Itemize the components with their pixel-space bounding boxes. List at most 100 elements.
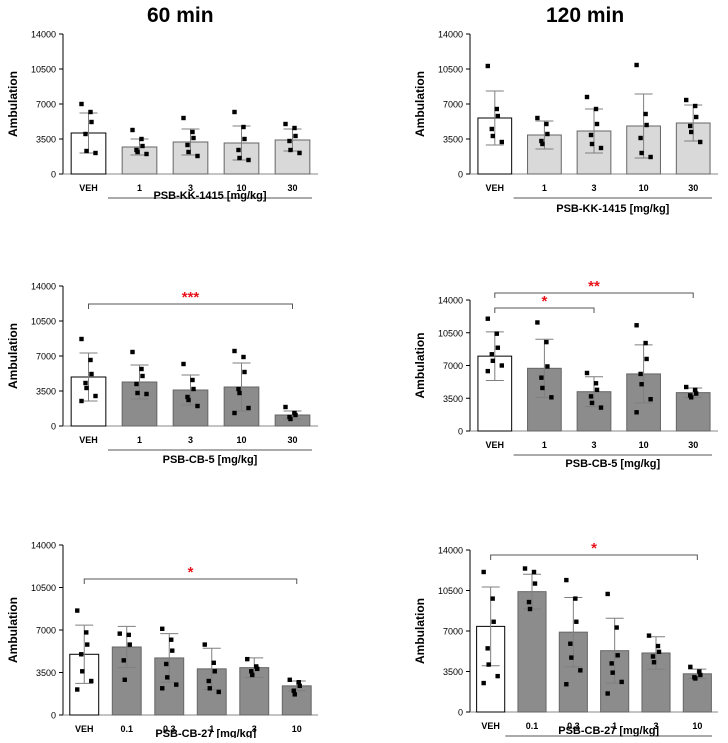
data-point-0.1 [532, 581, 538, 586]
data-point-3 [181, 115, 186, 121]
data-point-3 [593, 381, 599, 386]
data-point-3 [598, 145, 604, 151]
chart-cb27-60: 0 3500 7000 10500 14000 Ambulation VEH 0.1 0.3 1 3… [6, 541, 318, 740]
data-point-1 [544, 339, 549, 345]
data-point-10 [634, 410, 639, 415]
data-point-10 [639, 382, 644, 387]
x-tick-label-10: 10 [236, 435, 246, 445]
x-tick-label-30: 30 [287, 435, 297, 445]
significance-label: * [188, 564, 194, 581]
data-point-3 [181, 361, 186, 367]
data-point-10 [287, 677, 292, 682]
col-title-120: 120 min [546, 4, 625, 27]
data-point-3 [186, 397, 191, 403]
data-point-3 [655, 643, 661, 649]
data-point-VEH [489, 126, 494, 132]
data-point-1 [545, 131, 550, 137]
data-point-3 [250, 672, 255, 678]
data-point-0.3 [169, 637, 174, 642]
data-point-VEH [485, 316, 490, 321]
y-tick-label: 7000 [36, 626, 56, 636]
x-tick-label-1: 1 [612, 721, 617, 731]
data-point-VEH [481, 569, 486, 575]
data-point-0.1 [527, 606, 533, 612]
data-point-10 [237, 390, 242, 396]
y-tick-label: 7000 [443, 361, 463, 371]
data-point-3 [588, 394, 594, 399]
data-point-0.3 [568, 641, 573, 646]
data-point-0.1 [531, 569, 537, 575]
data-point-30 [283, 404, 288, 410]
data-point-0.3 [164, 661, 169, 667]
data-point-3 [186, 149, 191, 155]
data-point-30 [293, 412, 298, 418]
y-tick-label: 3500 [36, 668, 56, 678]
y-tick-label: 10500 [31, 65, 56, 75]
data-point-10 [643, 111, 648, 117]
x-tick-label-VEH: VEH [75, 724, 94, 734]
data-point-0.1 [126, 632, 131, 638]
data-point-0.1 [117, 631, 122, 636]
data-point-VEH [88, 109, 93, 115]
data-point-1 [130, 127, 135, 133]
data-point-3 [195, 153, 200, 159]
data-point-10 [242, 136, 247, 142]
data-point-10 [232, 410, 237, 416]
data-point-10 [638, 371, 643, 377]
x-tick-label-30: 30 [287, 183, 297, 193]
y-tick-label: 10500 [31, 583, 56, 593]
data-point-10 [634, 62, 639, 68]
significance-bracket [494, 307, 595, 313]
x-tick-label-VEH: VEH [79, 435, 98, 445]
significance-bracket [83, 578, 298, 584]
data-point-1 [614, 625, 619, 630]
y-tick-label: 3500 [36, 387, 56, 397]
data-point-1 [135, 149, 140, 155]
data-point-VEH [490, 133, 495, 139]
x-tick-label-3: 3 [188, 435, 193, 445]
data-point-VEH [88, 357, 93, 363]
data-point-1 [144, 391, 149, 397]
y-tick-label: 10500 [438, 328, 463, 338]
data-point-10 [237, 155, 242, 161]
data-point-3 [593, 106, 599, 112]
data-point-30 [694, 391, 699, 396]
data-point-1 [135, 390, 140, 396]
data-point-VEH [84, 630, 89, 635]
data-point-1 [144, 151, 149, 157]
data-point-1 [545, 364, 550, 369]
data-point-10 [639, 150, 644, 156]
data-point-1 [202, 642, 207, 647]
x-axis-label: PSB-KK-1415 [mg/kg] [556, 203, 669, 215]
x-tick-label-0.3: 0.3 [163, 724, 176, 734]
data-point-10 [246, 157, 251, 163]
data-point-0.1 [121, 658, 126, 663]
data-point-1 [539, 138, 544, 144]
data-point-10 [241, 354, 246, 360]
data-point-10 [644, 356, 649, 362]
y-axis-label: Ambulation [6, 597, 20, 663]
x-axis-label: PSB-CB-27 [mg/kg] [155, 728, 256, 738]
data-point-3 [249, 669, 254, 674]
data-point-10 [236, 147, 241, 153]
data-point-10 [648, 154, 653, 160]
data-point-VEH [494, 331, 499, 336]
data-point-0.3 [569, 655, 574, 660]
data-point-1 [140, 143, 145, 149]
data-point-30 [693, 387, 698, 393]
y-tick-label: 7000 [36, 100, 56, 110]
data-point-1 [139, 366, 144, 372]
data-point-10 [634, 323, 639, 328]
y-tick-label: 10500 [438, 65, 463, 75]
data-point-3 [594, 121, 600, 127]
data-point-VEH [499, 363, 504, 368]
y-axis-label: Ambulation [413, 598, 427, 664]
data-point-VEH [79, 398, 84, 404]
data-point-VEH [89, 678, 94, 684]
data-point-VEH [93, 150, 98, 156]
data-point-VEH [499, 139, 504, 145]
data-point-10 [232, 348, 237, 354]
data-point-3 [651, 660, 657, 665]
data-point-1 [211, 660, 216, 665]
data-point-VEH [486, 662, 491, 667]
